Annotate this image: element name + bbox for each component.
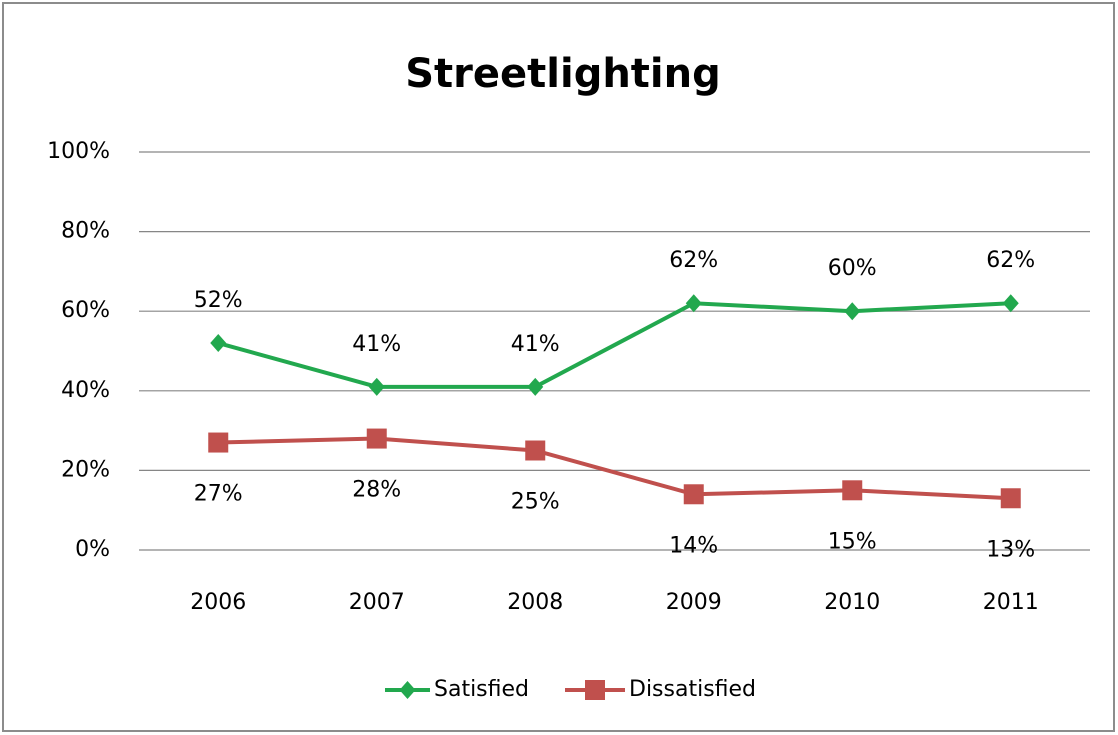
data-label: 25% [511, 490, 560, 515]
y-tick-label: 100% [47, 139, 110, 164]
x-tick-label: 2011 [983, 590, 1039, 615]
point-marker [844, 302, 861, 321]
point-marker [527, 377, 544, 396]
x-tick-label: 2008 [507, 590, 563, 615]
point-marker [368, 377, 385, 396]
data-label: 41% [352, 332, 401, 357]
x-tick-label: 2009 [666, 590, 722, 615]
x-tick-label: 2006 [190, 590, 246, 615]
data-label: 62% [669, 248, 718, 273]
data-label: 27% [194, 482, 243, 507]
chart-title: Streetlighting [405, 51, 721, 97]
data-label: 41% [511, 332, 560, 357]
y-tick-label: 80% [61, 219, 110, 244]
x-tick-label: 2007 [349, 590, 405, 615]
data-label: 28% [352, 478, 401, 503]
data-label: 14% [669, 533, 718, 558]
data-label: 52% [194, 288, 243, 313]
point-marker [1002, 294, 1019, 313]
data-label: 13% [986, 537, 1035, 562]
series-line [218, 436, 1011, 501]
y-tick-label: 60% [61, 298, 110, 323]
point-marker [1000, 488, 1021, 509]
point-marker [685, 294, 702, 313]
point-marker [210, 334, 227, 353]
legend-label: Satisfied [434, 677, 529, 702]
point-marker [366, 428, 387, 449]
y-tick-label: 40% [61, 378, 110, 403]
y-tick-label: 20% [61, 457, 110, 482]
series-line [217, 301, 1011, 389]
legend-label: Dissatisfied [629, 677, 756, 702]
data-label: 15% [828, 529, 877, 554]
point-marker [585, 680, 605, 700]
data-label: 60% [828, 256, 877, 281]
point-marker [208, 432, 229, 453]
data-label: 62% [986, 248, 1035, 273]
point-marker [525, 440, 546, 461]
y-tick-label: 0% [75, 537, 110, 562]
point-marker [683, 484, 704, 505]
point-marker [399, 681, 416, 699]
point-marker [842, 480, 863, 501]
x-tick-label: 2010 [824, 590, 880, 615]
